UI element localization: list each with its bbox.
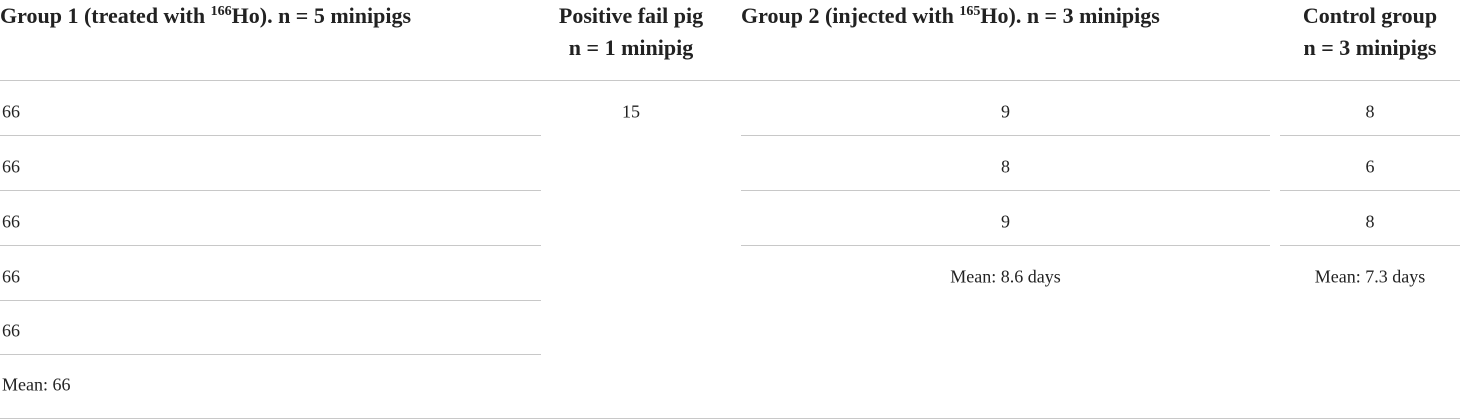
cell: Mean: 8.6 days [950,266,1061,287]
cell: 66 [2,101,20,122]
header-line: n = 3 minipigs [1303,35,1437,60]
row-rule [0,300,541,301]
cell: Mean: 66 [2,374,71,395]
row-rule [1280,245,1460,246]
cell: 66 [2,266,20,287]
header-text: Group 1 (treated with [0,3,211,28]
cell: 8 [1001,156,1010,177]
cell: 15 [622,101,640,122]
header-text: Group 2 (injected with [741,3,960,28]
row-rule [1280,190,1460,191]
row-rule [0,190,541,191]
bottom-rule [0,418,1460,419]
column-header: Group 1 (treated with 166Ho). n = 5 mini… [0,0,411,32]
row-rule [0,354,541,355]
header-text: Ho). n = 5 minipigs [231,3,412,28]
column-header: Group 2 (injected with 165Ho). n = 3 min… [741,0,1160,32]
cell: 66 [2,156,20,177]
row-rule [741,135,1270,136]
row-rule [0,135,541,136]
cell: 8 [1365,211,1375,232]
cell: 66 [2,211,20,232]
header-superscript: 165 [959,4,981,19]
cell: 8 [1365,101,1375,122]
cell: 6 [1365,156,1375,177]
cell: 9 [1001,101,1010,122]
cell: 66 [2,320,20,341]
header-superscript: 166 [210,4,232,19]
header-rule [0,80,1460,81]
header-line: n = 1 minipig [568,35,694,60]
row-rule [741,245,1270,246]
header-line: Control group [1302,3,1438,28]
row-rule [0,245,541,246]
row-rule [1280,135,1460,136]
row-rule [741,190,1270,191]
column-header: Positive fail pig n = 1 minipig [541,0,721,64]
cell: 9 [1001,211,1010,232]
cell: Mean: 7.3 days [1314,266,1426,287]
column-header: Control group n = 3 minipigs [1280,0,1460,64]
header-line: Positive fail pig [558,3,704,28]
header-text: Ho). n = 3 minipigs [980,3,1160,28]
